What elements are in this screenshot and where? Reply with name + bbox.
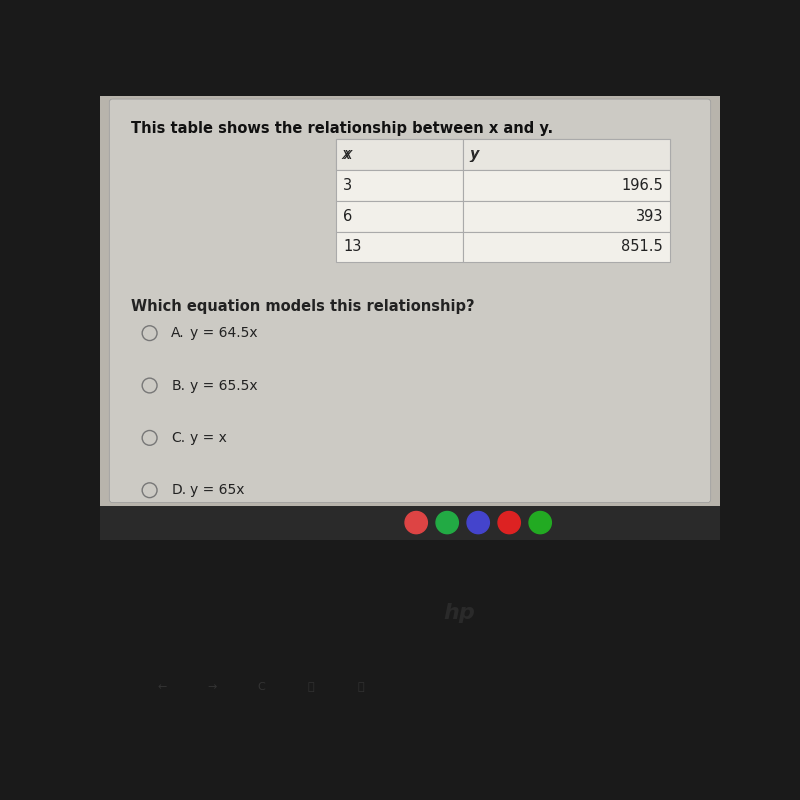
Text: x: x: [343, 147, 352, 162]
Text: ←: ←: [158, 682, 166, 692]
Bar: [463, 201, 670, 231]
Text: y = x: y = x: [190, 431, 226, 445]
Bar: [336, 201, 463, 231]
Text: y: y: [470, 147, 479, 162]
Text: 196.5: 196.5: [622, 178, 663, 193]
Bar: [100, 506, 720, 539]
Circle shape: [529, 511, 551, 534]
Text: x: x: [342, 147, 350, 162]
Circle shape: [405, 511, 427, 534]
Text: 13: 13: [343, 239, 362, 254]
Bar: [463, 231, 670, 262]
Text: ⬜: ⬜: [307, 682, 314, 692]
Bar: [336, 139, 463, 170]
FancyBboxPatch shape: [110, 99, 710, 502]
Bar: [100, 96, 720, 506]
Text: 851.5: 851.5: [622, 239, 663, 254]
Bar: [336, 231, 463, 262]
Text: C.: C.: [171, 431, 186, 445]
Text: 6: 6: [343, 209, 352, 224]
Bar: [463, 139, 670, 170]
Text: y = 65x: y = 65x: [190, 483, 245, 498]
Text: y = 65.5x: y = 65.5x: [190, 378, 258, 393]
Bar: [336, 139, 463, 170]
Text: C: C: [258, 682, 265, 692]
Text: B.: B.: [171, 378, 186, 393]
Text: hp: hp: [444, 603, 475, 623]
Text: D.: D.: [171, 483, 186, 498]
Text: y = 64.5x: y = 64.5x: [190, 326, 258, 340]
Text: Which equation models this relationship?: Which equation models this relationship?: [131, 299, 474, 314]
Circle shape: [436, 511, 458, 534]
Text: 393: 393: [635, 209, 663, 224]
Text: y: y: [469, 147, 478, 162]
Text: A.: A.: [171, 326, 185, 340]
Text: This table shows the relationship between x and y.: This table shows the relationship betwee…: [131, 121, 553, 136]
Circle shape: [498, 511, 520, 534]
Text: 3: 3: [343, 178, 352, 193]
Bar: [463, 139, 670, 170]
Bar: [336, 170, 463, 201]
Bar: [463, 170, 670, 201]
Circle shape: [467, 511, 490, 534]
Text: →: →: [207, 682, 216, 692]
Text: ⬜: ⬜: [357, 682, 364, 692]
